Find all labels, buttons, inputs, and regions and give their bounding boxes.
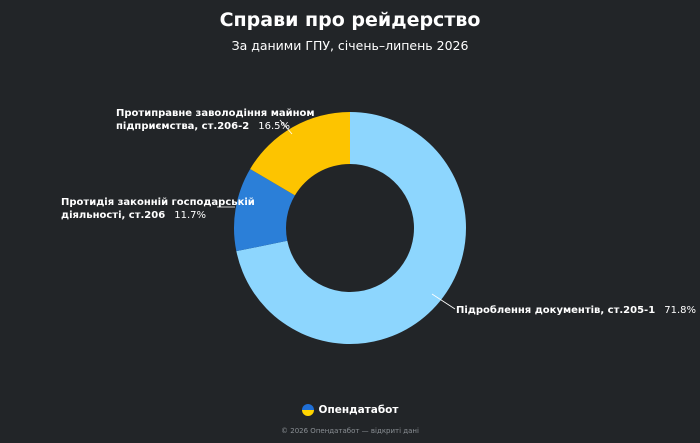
slice-label-s2-value: 16.5% bbox=[258, 121, 290, 132]
leader-line-s0 bbox=[431, 293, 456, 310]
donut-slice-0 bbox=[236, 112, 466, 344]
slice-label-s2-name-1: Протиправне заволодіння майном bbox=[116, 108, 315, 119]
chart-subtitle: За даними ГПУ, січень–липень 2026 bbox=[231, 38, 469, 53]
slice-label-s2-line2: підприємства, ст.206-2 16.5% bbox=[116, 114, 290, 133]
footer-copyright: © 2026 Опендатабот — відкриті дані bbox=[281, 427, 419, 435]
brand-name: Опендатабот bbox=[318, 404, 399, 416]
slice-label-s0: Підроблення документів, ст.205-1 71.8% bbox=[456, 298, 696, 317]
slice-label-s1-name-2: діяльності, ст.206 bbox=[61, 210, 165, 221]
slice-label-s1-line2: діяльності, ст.206 11.7% bbox=[61, 203, 206, 222]
slice-label-s0-value: 71.8% bbox=[664, 305, 696, 316]
donut-slice-2 bbox=[250, 112, 350, 196]
slice-label-s0-name: Підроблення документів, ст.205-1 bbox=[456, 304, 655, 316]
slice-label-s1: Протидія законній господарській bbox=[61, 197, 255, 208]
slice-label-s1-value: 11.7% bbox=[174, 210, 206, 221]
donut-slices bbox=[234, 112, 466, 344]
slice-label-s2: Протиправне заволодіння майном bbox=[116, 108, 315, 119]
brand: Опендатабот bbox=[0, 404, 700, 416]
donut-slice-1 bbox=[234, 168, 295, 252]
leader-line-s2 bbox=[279, 119, 293, 135]
slice-label-s1-name-1: Протидія законній господарській bbox=[61, 197, 255, 208]
chart-title: Справи про рейдерство bbox=[219, 9, 481, 31]
slice-label-s2-name-2: підприємства, ст.206-2 bbox=[116, 121, 249, 132]
ukraine-flag-icon bbox=[301, 404, 314, 416]
